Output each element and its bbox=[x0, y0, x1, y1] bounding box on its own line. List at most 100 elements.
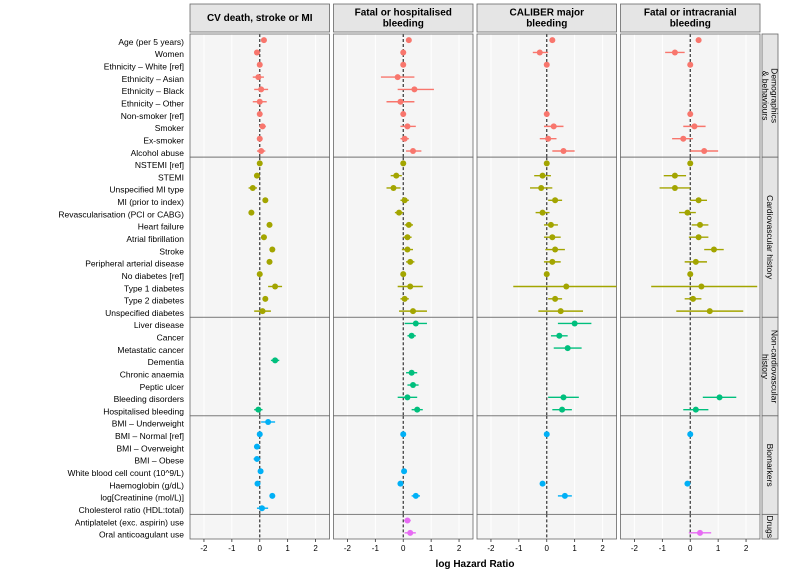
row-label: Hospitalised bleeding bbox=[103, 406, 184, 416]
point-estimate bbox=[262, 197, 268, 203]
point-estimate bbox=[693, 259, 699, 265]
x-tick-label: -1 bbox=[372, 544, 380, 553]
point-estimate bbox=[255, 481, 261, 487]
row-label: White blood cell count (10^9/L) bbox=[68, 468, 185, 478]
point-estimate bbox=[400, 431, 406, 437]
point-estimate bbox=[565, 345, 571, 351]
row-label: Ethnicity – Other bbox=[121, 98, 184, 108]
point-estimate bbox=[400, 49, 406, 55]
point-estimate bbox=[269, 247, 275, 253]
column-header: CALIBER major bbox=[510, 8, 585, 19]
point-estimate bbox=[684, 210, 690, 216]
point-estimate bbox=[404, 234, 410, 240]
point-estimate bbox=[545, 136, 551, 142]
row-label: Bleeding disorders bbox=[114, 394, 184, 404]
point-estimate bbox=[257, 111, 263, 117]
point-estimate bbox=[540, 481, 546, 487]
row-label: Ex-smoker bbox=[143, 135, 184, 145]
point-estimate bbox=[410, 148, 416, 154]
row-label: Peptic ulcer bbox=[140, 382, 185, 392]
point-estimate bbox=[261, 37, 267, 43]
point-estimate bbox=[684, 481, 690, 487]
point-estimate bbox=[409, 333, 415, 339]
x-tick-label: 0 bbox=[401, 544, 406, 553]
group-label: Cardiovascular history bbox=[765, 195, 775, 280]
x-axis-label: log Hazard Ratio bbox=[436, 559, 515, 570]
point-estimate bbox=[254, 49, 260, 55]
point-estimate bbox=[538, 185, 544, 191]
point-estimate bbox=[261, 234, 267, 240]
row-label: Oral anticoagulant use bbox=[99, 530, 184, 540]
x-tick-label: 1 bbox=[716, 544, 721, 553]
point-estimate bbox=[698, 284, 704, 290]
point-estimate bbox=[254, 173, 260, 179]
point-estimate bbox=[402, 136, 408, 142]
row-label: Peripheral arterial disease bbox=[85, 259, 184, 269]
point-estimate bbox=[544, 111, 550, 117]
point-estimate bbox=[400, 62, 406, 68]
point-estimate bbox=[407, 259, 413, 265]
point-estimate bbox=[693, 407, 699, 413]
row-label: Alcohol abuse bbox=[131, 148, 185, 158]
row-label: STEMI bbox=[158, 172, 184, 182]
point-estimate bbox=[549, 234, 555, 240]
x-tick-label: -1 bbox=[228, 544, 236, 553]
group-label: Biomarkers bbox=[765, 444, 775, 487]
point-estimate bbox=[406, 37, 412, 43]
row-label: BMI – Overweight bbox=[116, 443, 184, 453]
point-estimate bbox=[560, 148, 566, 154]
column-header: CV death, stroke or MI bbox=[207, 13, 313, 24]
x-tick-label: 1 bbox=[572, 544, 577, 553]
row-label: Cholesterol ratio (HDL:total) bbox=[79, 505, 185, 515]
point-estimate bbox=[257, 99, 263, 105]
row-label: Dementia bbox=[148, 357, 185, 367]
group-label: Drugs bbox=[765, 515, 775, 538]
point-estimate bbox=[691, 123, 697, 129]
point-estimate bbox=[255, 74, 261, 80]
point-estimate bbox=[260, 123, 266, 129]
point-estimate bbox=[540, 173, 546, 179]
row-label: Revascularisation (PCI or CABG) bbox=[58, 209, 184, 219]
point-estimate bbox=[552, 247, 558, 253]
point-estimate bbox=[687, 160, 693, 166]
point-estimate bbox=[696, 197, 702, 203]
point-estimate bbox=[409, 370, 415, 376]
point-estimate bbox=[548, 222, 554, 228]
point-estimate bbox=[257, 431, 263, 437]
column-header: bleeding bbox=[526, 19, 567, 30]
row-label: MI (prior to index) bbox=[117, 197, 184, 207]
row-label: Heart failure bbox=[138, 222, 185, 232]
point-estimate bbox=[404, 394, 410, 400]
row-label: BMI – Underweight bbox=[112, 419, 185, 429]
column-header: bleeding bbox=[383, 19, 424, 30]
row-label: Metastatic cancer bbox=[117, 345, 184, 355]
x-tick-label: -2 bbox=[344, 544, 352, 553]
x-tick-label: 1 bbox=[285, 544, 290, 553]
point-estimate bbox=[687, 111, 693, 117]
point-estimate bbox=[413, 493, 419, 499]
column-header: bleeding bbox=[670, 19, 711, 30]
point-estimate bbox=[255, 407, 261, 413]
x-tick-label: 2 bbox=[744, 544, 749, 553]
x-tick-label: 0 bbox=[688, 544, 693, 553]
point-estimate bbox=[404, 247, 410, 253]
point-estimate bbox=[558, 308, 564, 314]
point-estimate bbox=[265, 419, 271, 425]
point-estimate bbox=[400, 271, 406, 277]
row-label: log[Creatinine (mol/L)] bbox=[100, 493, 184, 503]
point-estimate bbox=[257, 271, 263, 277]
point-estimate bbox=[390, 185, 396, 191]
x-tick-label: 0 bbox=[258, 544, 263, 553]
point-estimate bbox=[397, 99, 403, 105]
point-estimate bbox=[544, 271, 550, 277]
row-label: Ethnicity – Black bbox=[122, 86, 185, 96]
point-estimate bbox=[400, 160, 406, 166]
group-label: Demographics& behaviours bbox=[761, 68, 780, 123]
point-estimate bbox=[560, 394, 566, 400]
point-estimate bbox=[396, 210, 402, 216]
point-estimate bbox=[672, 185, 678, 191]
column-header: Fatal or intracranial bbox=[644, 8, 737, 19]
x-tick-label: 2 bbox=[600, 544, 605, 553]
x-tick-label: 1 bbox=[429, 544, 434, 553]
row-label: Unspecified MI type bbox=[109, 185, 184, 195]
